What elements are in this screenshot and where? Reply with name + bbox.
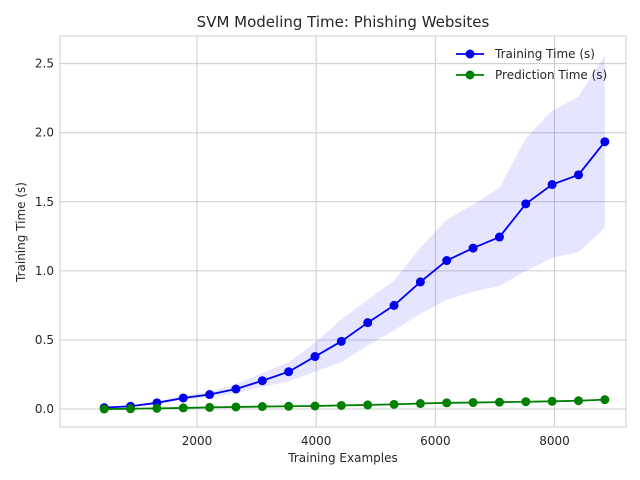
y-tick-label: 2.0 — [35, 126, 54, 140]
data-point-series-0 — [468, 243, 478, 253]
legend-label-training: Training Time (s) — [494, 47, 595, 61]
series-layer — [99, 137, 610, 414]
data-point-series-1 — [574, 396, 584, 406]
data-point-series-0 — [442, 256, 452, 266]
data-point-series-0 — [284, 367, 294, 377]
data-point-series-0 — [415, 277, 425, 287]
plot-area — [59, 35, 627, 428]
data-point-series-1 — [415, 399, 425, 409]
x-tick-labels: 2000 4000 6000 8000 — [182, 434, 570, 448]
y-axis-label: Training Time (s) — [14, 182, 28, 283]
legend-marker-prediction — [465, 70, 475, 80]
grid — [60, 36, 626, 427]
data-point-series-1 — [521, 397, 531, 407]
data-point-series-0 — [494, 232, 504, 242]
y-tick-label: 1.5 — [35, 195, 54, 209]
x-tick-label: 8000 — [539, 434, 570, 448]
chart-title: SVM Modeling Time: Phishing Websites — [197, 13, 490, 31]
data-point-series-0 — [363, 318, 373, 328]
data-point-series-1 — [152, 403, 162, 413]
data-point-series-1 — [310, 401, 320, 411]
data-point-series-0 — [547, 180, 557, 190]
data-point-series-0 — [336, 336, 346, 346]
y-tick-label: 2.5 — [35, 57, 54, 71]
data-point-series-1 — [257, 402, 267, 412]
data-point-series-1 — [99, 404, 109, 414]
data-point-series-1 — [600, 395, 610, 405]
x-axis-label: Training Examples — [287, 451, 397, 465]
y-tick-label: 1.0 — [35, 264, 54, 278]
data-point-series-1 — [389, 399, 399, 409]
data-point-series-0 — [521, 199, 531, 209]
x-tick-label: 4000 — [301, 434, 332, 448]
data-point-series-1 — [442, 398, 452, 408]
data-point-series-0 — [205, 390, 215, 400]
data-point-series-0 — [600, 137, 610, 147]
x-tick-label: 6000 — [420, 434, 451, 448]
data-point-series-1 — [468, 398, 478, 408]
data-point-series-0 — [574, 170, 584, 180]
data-point-series-0 — [310, 352, 320, 362]
legend: Training Time (s) Prediction Time (s) — [456, 47, 607, 82]
legend-marker-training — [465, 49, 475, 59]
data-point-series-1 — [363, 400, 373, 410]
legend-label-prediction: Prediction Time (s) — [495, 68, 607, 82]
data-point-series-0 — [257, 376, 267, 386]
data-point-series-1 — [231, 402, 241, 412]
data-point-series-1 — [547, 396, 557, 406]
data-point-series-1 — [205, 402, 215, 412]
data-point-series-1 — [126, 404, 136, 414]
y-tick-labels: 0.0 0.5 1.0 1.5 2.0 2.5 — [35, 57, 54, 416]
data-point-series-0 — [231, 384, 241, 394]
data-point-series-1 — [178, 403, 188, 413]
data-point-series-1 — [336, 400, 346, 410]
x-tick-label: 2000 — [182, 434, 213, 448]
data-point-series-0 — [389, 300, 399, 310]
y-tick-label: 0.5 — [35, 333, 54, 347]
y-tick-label: 0.0 — [35, 402, 54, 416]
data-point-series-0 — [178, 393, 188, 403]
data-point-series-1 — [494, 397, 504, 407]
data-point-series-1 — [284, 401, 294, 411]
